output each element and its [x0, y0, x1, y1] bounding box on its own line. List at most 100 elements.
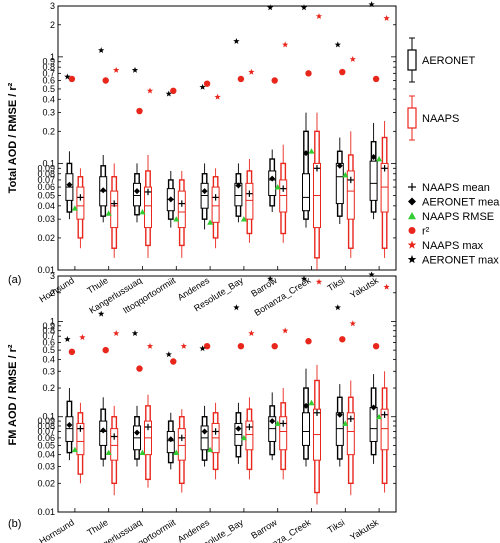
naaps-rmse-marker — [342, 420, 349, 426]
panel-b-tag: (b) — [8, 518, 21, 530]
box — [245, 182, 254, 220]
r2-marker — [170, 87, 177, 95]
naaps-max-marker — [113, 330, 120, 337]
aeronet-max-marker — [334, 41, 341, 48]
r2-marker — [102, 77, 109, 84]
site-bonanza_creek — [300, 275, 323, 505]
panel-a-x-axis: Hornsund ThuleKangerlussuaqIttoqqortoormi… — [38, 266, 381, 318]
aeronet-mean-marker — [100, 187, 107, 194]
r2-marker — [271, 77, 278, 84]
panel-b-y-axis: 0.01 0.02 0.03 0.040.050.060.070.080.090.1 0… — [37, 271, 396, 517]
y-tick-label: 0.5 — [42, 84, 55, 94]
naaps-mean-marker — [77, 425, 84, 432]
aeronet-max-marker — [368, 271, 375, 278]
panel-b-plot-area — [64, 271, 390, 505]
aeronet-max-marker — [334, 304, 341, 311]
r2-marker — [68, 75, 76, 83]
naaps-max-marker — [315, 278, 323, 285]
box — [302, 412, 310, 446]
site-resolute_bay — [233, 37, 255, 243]
panel-a-frame — [57, 5, 397, 271]
naaps-max-marker — [282, 327, 289, 334]
aeronet-mean-marker — [269, 175, 276, 182]
naaps-rmse-marker — [240, 434, 247, 441]
aeronet-max-marker — [98, 47, 105, 54]
site-andenes — [199, 342, 220, 480]
aeronet-mean-marker — [235, 425, 242, 432]
aeronet-mean-marker — [201, 188, 208, 195]
r2-marker — [136, 107, 143, 115]
naaps-max-marker — [146, 87, 154, 94]
site-barrow — [267, 275, 289, 480]
naaps-mean-marker — [178, 434, 185, 442]
y-tick-label: 3 — [50, 271, 55, 281]
box — [76, 186, 85, 220]
panel-b-y-axis-label: FM AOD / RMSE / r² — [7, 344, 19, 445]
naaps-max-marker — [383, 283, 390, 290]
y-tick-label: 0.8 — [42, 62, 55, 72]
y-tick-label: 1 — [50, 52, 55, 62]
r2-marker — [237, 75, 245, 83]
naaps-mean-marker — [313, 165, 321, 172]
diamond-icon — [408, 197, 416, 206]
site-tiksi — [334, 304, 356, 496]
site-kangerlussuaq — [131, 66, 154, 258]
legend-item: NAAPS max — [407, 240, 484, 252]
naaps-rmse-marker — [376, 156, 383, 162]
naaps-rmse-marker — [376, 413, 383, 420]
y-tick-label: 0.04 — [37, 201, 55, 211]
box — [133, 182, 141, 207]
panel-b-x-axis: Hornsund ThuleKangerlussuaqIttoqqortoormi… — [38, 508, 381, 543]
aeronet-max-marker — [300, 4, 308, 11]
aeronet-mean-marker — [134, 188, 140, 195]
naaps-max-marker — [383, 15, 390, 21]
y-tick-label: 0.08 — [37, 169, 55, 179]
site-andenes — [199, 80, 221, 249]
naaps-mean-marker — [144, 423, 152, 431]
aeronet-mean-marker — [201, 428, 208, 435]
y-tick-label: 0.2 — [42, 383, 55, 393]
legend-markers: NAAPS mean AERONET mean NAAPS RMSE r² NAAPS … — [407, 182, 500, 267]
r2-marker — [136, 365, 143, 372]
r2-marker — [203, 80, 211, 87]
box — [177, 428, 186, 461]
naaps-mean-marker — [246, 423, 253, 431]
x-tick-label: Thule — [85, 275, 109, 295]
aeronet-max-marker — [199, 83, 206, 90]
y-tick-label: 0.1 — [42, 412, 55, 422]
y-tick-label: 0.07 — [37, 175, 55, 185]
y-tick-label: 0.6 — [42, 75, 55, 85]
panel-total-aod: 0.01 0.02 0.03 0.040.050.060.070.080.090.1 0… — [7, 1, 397, 318]
y-tick-label: 0.02 — [37, 233, 55, 243]
y-tick-label: 0.5 — [42, 345, 55, 355]
site-ittoqqortoormiit — [165, 342, 187, 493]
box — [380, 408, 389, 451]
y-tick-label: 0.3 — [42, 108, 55, 118]
box — [369, 160, 378, 201]
plus-icon — [408, 183, 416, 191]
box — [369, 406, 378, 442]
box — [268, 170, 277, 197]
naaps-mean-marker — [381, 165, 388, 172]
site-bonanza_creek — [300, 4, 323, 270]
y-tick-label: 0.4 — [42, 354, 55, 364]
r2-marker — [102, 346, 109, 354]
x-tick-label: Yakutsk — [348, 275, 380, 300]
naaps-max-marker — [79, 334, 86, 341]
x-tick-label: Bonanza_Creek — [253, 275, 313, 318]
naaps-rmse-marker — [139, 209, 146, 215]
naaps-rmse-marker — [139, 449, 146, 456]
y-tick-label: 0.09 — [37, 163, 55, 173]
r2-marker — [305, 70, 312, 77]
box — [211, 186, 220, 223]
y-tick-label: 0.05 — [37, 191, 55, 201]
y-tick-label: 0.1 — [42, 158, 55, 168]
naaps-rmse-marker — [308, 148, 315, 154]
panel-fm-aod: 0.01 0.02 0.03 0.040.050.060.070.080.090.1 0… — [7, 271, 397, 543]
panel-b-frame — [57, 275, 397, 513]
naaps-rmse-marker — [240, 216, 247, 222]
aeronet-mean-marker — [303, 402, 309, 409]
r2-marker — [339, 336, 346, 343]
y-tick-label: 0.9 — [42, 321, 55, 331]
box — [346, 412, 355, 456]
